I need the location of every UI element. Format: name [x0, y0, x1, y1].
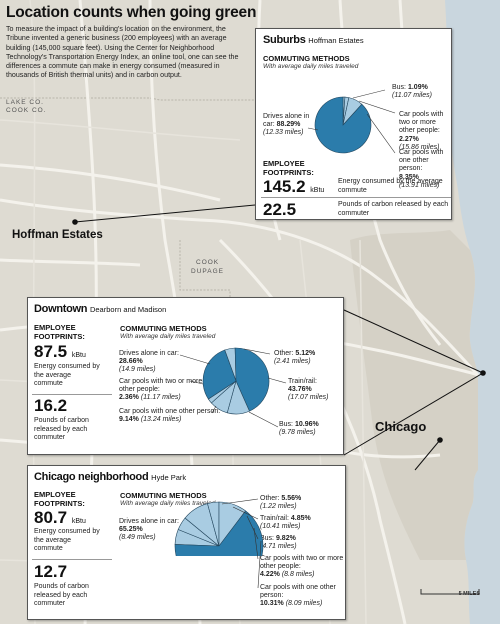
carbon-desc: Pounds of carbon released by each commut…: [338, 201, 449, 217]
slice-label-drives-alone: Drives alone in car: 88.29% (12.33 miles): [263, 113, 310, 137]
commuting-methods-sub: With average daily miles traveled: [120, 500, 216, 507]
energy-value: 87.5 kBtu: [34, 342, 86, 361]
title-block: Location counts when going green To meas…: [6, 4, 257, 81]
intro-text: To measure the impact of a building's lo…: [6, 25, 239, 80]
panel-subtitle: Dearborn and Madison: [89, 305, 167, 314]
scale-label: 5 MILES: [458, 591, 480, 597]
panel-title-text: Downtown: [34, 303, 88, 315]
carbon-desc: Pounds of carbon released by each commut…: [34, 583, 89, 607]
slice-label-train: Train/rail: 43.76% (17.07 miles): [288, 378, 329, 402]
county-label-lake: LAKE CO.: [6, 99, 44, 106]
slice-label-carpool-two: Car pools with two or more other people:…: [119, 378, 203, 402]
employee-footprints-heading: EMPLOYEE FOOTPRINTS:: [34, 323, 85, 341]
panel-downtown: Downtown Dearborn and Madison EMPLOYEE F…: [27, 297, 344, 455]
slice-label-carpool-one: Car pools with one other person: 8.35% (13…: [399, 149, 444, 189]
panel-title-downtown: Downtown Dearborn and Madison: [34, 303, 166, 315]
panel-title-hydepark: Chicago neighborhood Hyde Park: [34, 471, 186, 483]
panel-title-suburbs: Suburbs Hoffman Estates: [263, 34, 364, 46]
slice-label-bus: Bus: 1.09% (11.07 miles): [392, 84, 432, 100]
place-label-chicago: Chicago: [375, 419, 427, 434]
commuting-methods-sub: With average daily miles traveled: [120, 333, 216, 340]
energy-desc: Energy consumed by the average commute: [338, 178, 443, 194]
carbon-value: 22.5: [263, 200, 297, 219]
employee-footprints-heading: EMPLOYEE FOOTPRINTS:: [263, 159, 314, 177]
slice-label-bus: Bus: 9.82% (4.71 miles): [260, 535, 297, 551]
scale-bar: 5 MILES: [420, 583, 480, 597]
panel-subtitle: Hoffman Estates: [308, 36, 364, 45]
panel-title-text: Suburbs: [263, 34, 306, 46]
divider: [32, 394, 112, 395]
divider: [32, 559, 112, 560]
slice-label-bus: Bus: 10.96% (9.78 miles): [279, 421, 319, 437]
energy-value: 145.2 kBtu: [263, 177, 325, 196]
county-label-cook-2: COOK: [196, 259, 220, 266]
county-label-dupage: DUPAGE: [191, 268, 224, 275]
slice-label-train: Train/rail: 4.85% (10.41 miles): [260, 515, 311, 531]
panel-hydepark: Chicago neighborhood Hyde Park EMPLOYEE …: [27, 465, 346, 620]
commuting-methods-sub: With average daily miles traveled: [263, 63, 359, 70]
employee-footprints-heading: EMPLOYEE FOOTPRINTS:: [34, 490, 85, 508]
commuting-methods-heading: COMMUTING METHODS: [120, 491, 207, 500]
energy-desc: Energy consumed by the average commute: [34, 363, 100, 387]
slice-label-drives-alone: Drives alone in car: 28.66% (14.9 miles): [119, 350, 179, 374]
panel-suburbs: Suburbs Hoffman Estates COMMUTING METHOD…: [255, 28, 452, 220]
energy-desc: Energy consumed by the average commute: [34, 528, 100, 552]
slice-label-carpool-one: Car pools with one other person: 9.14% (1…: [119, 408, 221, 424]
slice-label-other: Other: 5.56% (1.22 miles): [260, 495, 302, 511]
county-border-lake: [0, 97, 280, 101]
carbon-desc: Pounds of carbon released by each commut…: [34, 417, 89, 441]
place-label-hoffman: Hoffman Estates: [12, 229, 103, 241]
panel-title-text: Chicago neighborhood: [34, 471, 149, 483]
energy-value: 80.7 kBtu: [34, 508, 86, 527]
divider: [261, 197, 451, 198]
slice-label-carpool-two: Car pools with two or more other people:…: [260, 555, 344, 579]
commuting-methods-heading: COMMUTING METHODS: [120, 324, 207, 333]
scale-bar-line: [420, 589, 480, 595]
slice-label-carpool-one: Car pools with one other person: 10.31% (…: [260, 584, 336, 608]
county-label-cook: COOK CO.: [6, 107, 47, 114]
slice-label-carpool-two: Car pools with two or more other people:…: [399, 111, 444, 151]
carbon-value: 12.7: [34, 562, 68, 581]
slice-label-drives-alone: Drives alone in car: 65.25% (8.49 miles): [119, 518, 179, 542]
commuting-methods-heading: COMMUTING METHODS: [263, 54, 350, 63]
panel-subtitle: Hyde Park: [151, 473, 187, 482]
carbon-value: 16.2: [34, 396, 68, 415]
slice-label-other: Other: 5.12% (2.41 miles): [274, 350, 316, 366]
page-title: Location counts when going green: [6, 4, 257, 21]
